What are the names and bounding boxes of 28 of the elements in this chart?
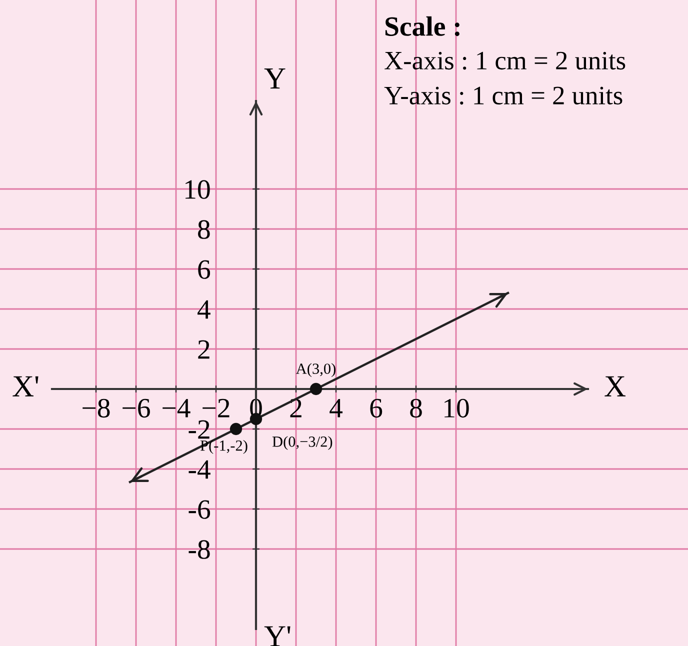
point: [230, 422, 242, 436]
annotation: P(-1,-2): [200, 440, 248, 454]
x-tick-label: 10: [444, 398, 469, 418]
text: X-axis : 1 cm = 2 units Y-axis : 1 cm = 2 units: [384, 52, 626, 105]
y-tick-label: -6: [188, 500, 210, 519]
y-tick-label: 8: [198, 220, 210, 239]
x-tick-label: 4: [330, 399, 343, 418]
chart-title: Scale :: [385, 16, 460, 36]
annotation: D(0,−3/2): [272, 436, 332, 450]
y-tick-label: -8: [188, 540, 210, 559]
point: [310, 382, 322, 396]
annotation: Y': [264, 626, 290, 646]
y-tick-label: 10: [186, 180, 210, 199]
x-tick-label: −2: [202, 398, 230, 418]
x-tick-label: 6: [370, 398, 382, 418]
x-tick-label: −8: [82, 398, 110, 418]
x-axis-title: X: [604, 376, 626, 396]
y-tick-label: 2: [198, 340, 210, 359]
x-tick-label: −4: [162, 399, 190, 418]
y-tick-label: 4: [198, 300, 210, 319]
annotation: X': [12, 376, 38, 396]
annotation: A(3,0): [296, 363, 336, 377]
x-tick-label: −6: [122, 398, 150, 418]
y-axis-title: Y: [264, 68, 286, 88]
y-tick-label: 6: [198, 260, 210, 279]
y-tick-label: -2: [188, 420, 210, 439]
x-tick-label: 8: [410, 398, 422, 418]
y-tick-label: -4: [188, 460, 210, 479]
